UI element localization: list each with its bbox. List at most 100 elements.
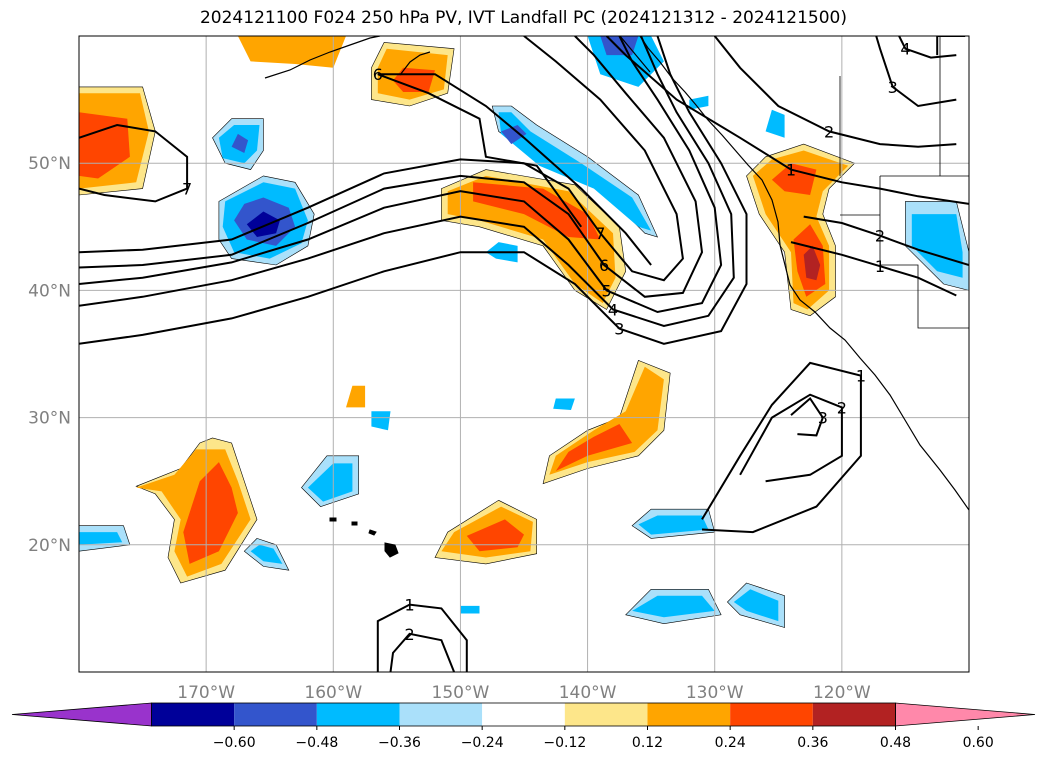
ivt-fill-layer [79, 36, 969, 628]
pv-contour-label-15: 6 [599, 256, 609, 275]
ivt-region-45 [79, 532, 123, 545]
colorbar-extend-low [11, 702, 152, 727]
colorbar-bin-0 [151, 703, 235, 726]
pv-contour-label-8: 2 [837, 398, 847, 417]
lon-tick-label-3: 140°W [559, 683, 617, 703]
pv-contour-9 [790, 396, 824, 437]
colorbar-bin-1 [234, 703, 317, 726]
pv-contour-6 [936, 36, 966, 56]
pv-contour-8 [739, 393, 843, 483]
pv-contour-label-13: 4 [608, 300, 618, 319]
ivt-region-15 [771, 163, 817, 195]
lat-tick-label-3: 20°N [28, 536, 71, 556]
ivt-region-55 [460, 605, 480, 614]
coastline-layer [264, 36, 969, 558]
pv-contour-0 [790, 241, 957, 297]
colorbar-tick-label-5: 0.12 [632, 735, 663, 751]
lon-tick-label-2: 150°W [432, 683, 490, 703]
pv-contour-1 [803, 215, 969, 266]
pv-contour-17 [377, 73, 652, 266]
pv-contour-label-14: 5 [602, 281, 612, 300]
colorbar-tick-label-1: −0.48 [295, 735, 338, 751]
colorbar-bin-5 [564, 703, 648, 726]
colorbar-bin-6 [647, 703, 731, 726]
colorbar-tick-label-0: −0.60 [213, 735, 256, 751]
pv-contour-label-18: 7 [182, 180, 192, 199]
ivt-region-32 [498, 112, 652, 231]
pv-contour-10 [376, 603, 468, 672]
ivt-region-26 [231, 133, 249, 153]
longitude-axis: 170°W 160°W 150°W 140°W 130°W 120°W [177, 683, 871, 703]
plot-frame [78, 35, 970, 673]
ivt-region-37 [911, 214, 963, 278]
colorbar-tick-label-3: −0.24 [461, 735, 504, 751]
pv-contour-13 [79, 36, 735, 328]
ivt-region-54 [553, 398, 575, 410]
colorbar-tick-label-8: 0.48 [880, 735, 911, 751]
pv-contour-16 [79, 36, 684, 282]
colorbar-tick-label-4: −0.12 [543, 735, 586, 751]
pv-contour-15 [79, 36, 704, 298]
pv-contour-label-10: 1 [404, 596, 414, 615]
colorbar: −0.60 −0.48 −0.36 −0.24 −0.12 0.12 0.24 0.36 0.4… [11, 702, 1036, 751]
colorbar-tick-label-6: 0.24 [715, 735, 746, 751]
pv-contour-label-11: 2 [404, 625, 414, 644]
alaska-coastline [264, 36, 651, 79]
pv-contour-3 [713, 36, 957, 148]
north-america-coastline [639, 36, 969, 511]
pv-contour-4 [875, 36, 957, 108]
pv-contour-label-16: 7 [595, 224, 605, 243]
lon-tick-label-1: 160°W [304, 683, 362, 703]
lon-tick-label-0: 170°W [177, 683, 235, 703]
ivt-region-23 [466, 519, 524, 552]
ivt-region-43 [733, 589, 779, 622]
pv-contour-7 [701, 361, 862, 534]
pv-contour-label-0: 1 [875, 257, 885, 276]
ivt-region-39 [638, 515, 709, 535]
ivt-region-56 [346, 385, 366, 408]
ivt-region-17 [803, 245, 821, 281]
ivt-region-35 [600, 36, 639, 56]
ivt-region-53 [765, 109, 785, 138]
pv-contour-label-1: 2 [875, 227, 885, 246]
pv-contour-label-17: 6 [373, 65, 383, 84]
pv-contour-label-7: 1 [856, 367, 866, 386]
chart-title: 2024121100 F024 250 hPa PV, IVT Landfall… [199, 8, 847, 28]
colorbar-tick-label-2: −0.36 [378, 735, 421, 751]
pv-contour-5 [898, 36, 957, 59]
ivt-region-5 [79, 112, 130, 179]
pv-contour-14 [79, 36, 723, 314]
pv-contour-18 [79, 123, 189, 203]
latitude-axis: 50°N 40°N 30°N 20°N [28, 154, 71, 556]
ivt-region-8 [473, 182, 601, 240]
lat-tick-label-2: 30°N [28, 409, 71, 429]
pv-contour-label-9: 3 [818, 409, 828, 428]
hawaii-islands [329, 517, 399, 558]
ivt-region-51 [371, 411, 391, 431]
ivt-region-14 [752, 150, 849, 310]
colorbar-tick-label-7: 0.36 [797, 735, 828, 751]
ivt-region-2 [183, 462, 238, 564]
ivt-region-12 [237, 36, 346, 68]
ivt-region-20 [555, 424, 633, 471]
pv-contour-2 [605, 36, 969, 205]
ivt-region-41 [632, 595, 715, 618]
colorbar-bin-7 [730, 703, 813, 726]
colorbar-bin-3 [399, 703, 483, 726]
lon-tick-label-4: 130°W [686, 683, 744, 703]
pv-contour-label-2: 1 [786, 161, 796, 180]
ivt-region-33 [501, 125, 527, 145]
colorbar-frame [151, 702, 896, 727]
colorbar-tick-label-9: 0.60 [963, 735, 994, 751]
colorbar-bin-4 [482, 703, 565, 726]
state-borders [839, 36, 969, 329]
pv-contour-11 [389, 632, 456, 672]
pv-contour-12 [79, 36, 748, 345]
pv-contour-label-4: 3 [888, 78, 898, 97]
pv-contour-label-3: 2 [824, 122, 834, 141]
lat-tick-label-1: 40°N [28, 281, 71, 301]
colorbar-bin-8 [812, 703, 896, 726]
pv-contour-label-5: 4 [900, 40, 910, 59]
